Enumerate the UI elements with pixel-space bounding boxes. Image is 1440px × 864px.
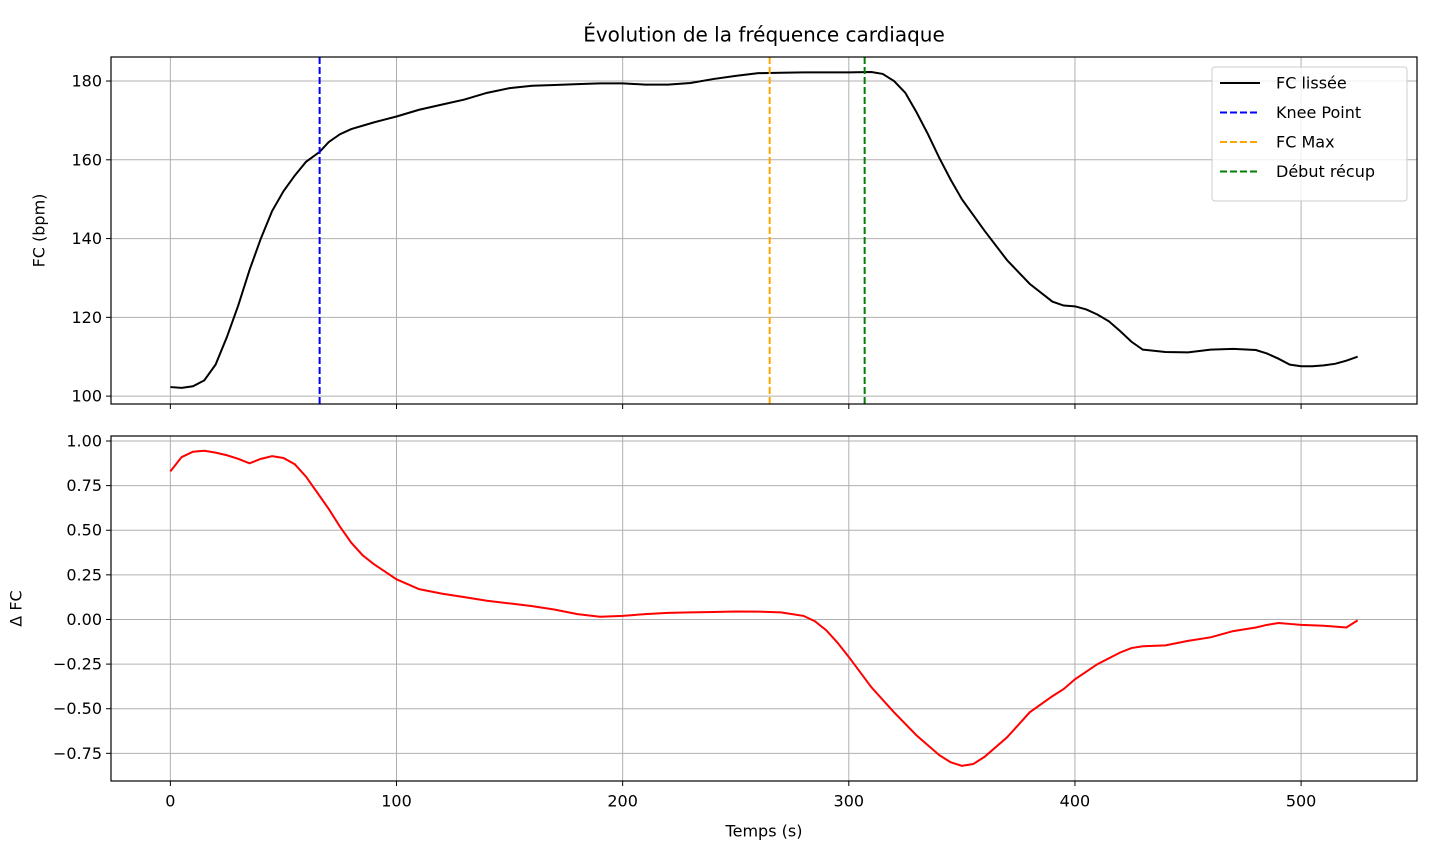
- y-tick-label: 180: [71, 72, 102, 91]
- data-line: [170, 70, 1358, 389]
- axes-frame: [110, 435, 1418, 782]
- y-tick-label: 140: [71, 229, 102, 248]
- y-tick-label: 0.75: [66, 476, 102, 495]
- legend-label: Knee Point: [1276, 103, 1361, 122]
- x-tick-label: 100: [381, 792, 412, 811]
- x-tick-label: 500: [1286, 792, 1317, 811]
- legend-box: [1211, 66, 1408, 202]
- legend-label: FC Max: [1276, 133, 1335, 152]
- x-axis-label: Temps (s): [725, 822, 803, 841]
- y-axis-label: Δ FC: [7, 590, 26, 626]
- y-tick-label: 160: [71, 150, 102, 169]
- data-line: [169, 449, 1359, 767]
- y-axis-label: FC (bpm): [30, 194, 49, 268]
- legend-label: Début récup: [1276, 162, 1375, 181]
- y-tick-label: 0.50: [66, 521, 102, 540]
- y-tick-label: −0.25: [53, 655, 102, 674]
- x-tick-label: 200: [607, 792, 638, 811]
- y-tick-label: −0.75: [53, 744, 102, 763]
- y-tick-label: 1.00: [66, 431, 102, 450]
- y-tick-label: 0.25: [66, 565, 102, 584]
- y-tick-label: −0.50: [53, 699, 102, 718]
- x-tick-label: 400: [1060, 792, 1091, 811]
- y-tick-label: 0.00: [66, 610, 102, 629]
- x-tick-label: 300: [834, 792, 865, 811]
- legend-label: FC lissée: [1276, 74, 1347, 93]
- x-tick-label: 0: [165, 792, 175, 811]
- y-tick-label: 120: [71, 308, 102, 327]
- axes-frame: [110, 56, 1418, 405]
- chart-title: Évolution de la fréquence cardiaque: [583, 23, 945, 47]
- y-tick-label: 100: [71, 387, 102, 406]
